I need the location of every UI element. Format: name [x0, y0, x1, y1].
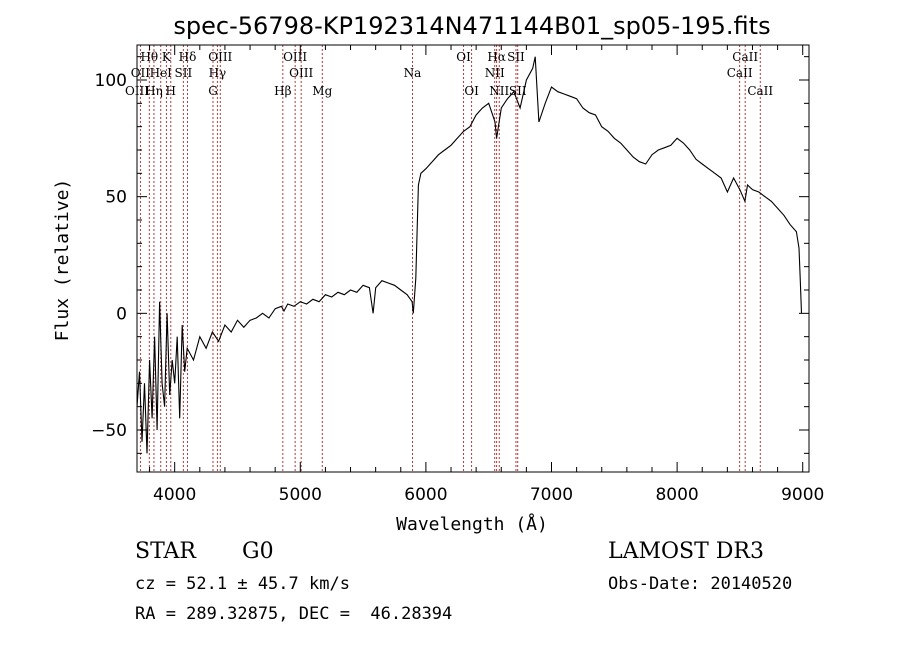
spectral-line-label: Hβ: [274, 84, 291, 98]
x-tick-label: 4000: [153, 485, 196, 505]
y-tick-label: 100: [95, 71, 127, 91]
plot-frame: [136, 44, 810, 473]
x-tick-label: 5000: [279, 485, 322, 505]
spectral-line-label: NII: [485, 66, 505, 80]
spectrum-line: [136, 56, 803, 454]
spectral-line-label: SII: [507, 50, 525, 64]
spectral-line-label: OIII: [283, 50, 307, 64]
y-axis-label: Flux (relative): [52, 179, 73, 342]
subclass: G0: [242, 539, 274, 564]
chart-title: spec-56798-KP192314N471144B01_sp05-195.f…: [173, 12, 770, 40]
spectral-line-label: SII: [509, 84, 527, 98]
x-axis-label: Wavelength (Å): [396, 513, 548, 535]
spectral-line-label: Hα: [487, 50, 506, 64]
spectral-line-label: NII: [489, 84, 509, 98]
spectral-line-label: OIII: [289, 66, 313, 80]
redshift-velocity: cz = 52.1 ± 45.7 km/s: [135, 574, 350, 594]
spectral-line-label: CaII: [732, 50, 758, 64]
spectral-line-label: Hγ: [209, 66, 227, 80]
spectral-line-label: K: [162, 50, 172, 64]
spectral-line-label: OI: [456, 50, 471, 64]
x-tick-label: 9000: [781, 485, 824, 505]
spectral-line-label: CaII: [747, 84, 773, 98]
spectral-line-label: OII: [131, 66, 151, 80]
coordinates: RA = 289.32875, DEC = 46.28394: [135, 604, 453, 624]
spectral-line-markers: [136, 45, 761, 472]
spectral-line-label: Hδ: [179, 50, 197, 64]
spectral-line-label: Hθ: [140, 50, 158, 64]
object-type: STAR: [135, 539, 196, 564]
x-tick-label: 6000: [404, 485, 447, 505]
spectral-line-label: Mg: [312, 84, 332, 98]
x-axis-ticks: 4000 5000 6000 7000 8000 9000: [149, 45, 824, 505]
x-tick-label: 7000: [530, 485, 573, 505]
y-tick-label: 50: [105, 188, 127, 208]
x-tick-label: 8000: [655, 485, 698, 505]
spectral-line-label: CaII: [727, 66, 753, 80]
spectral-line-label: Hη: [145, 84, 163, 98]
y-tick-label: 0: [116, 304, 127, 324]
spectral-line-label: G: [208, 84, 218, 98]
y-axis-ticks: −50 0 50 100: [91, 56, 809, 454]
observation-date: Obs-Date: 20140520: [608, 574, 793, 594]
spectral-line-label: SII: [174, 66, 192, 80]
survey-name: LAMOST DR3: [608, 539, 764, 564]
y-tick-label: −50: [91, 421, 127, 441]
spectral-line-label: HeI: [150, 66, 173, 80]
spectral-line-label: Na: [404, 66, 422, 80]
spectral-line-label: H: [166, 84, 176, 98]
spectral-line-label: OI: [464, 84, 479, 98]
spectral-line-label: OIII: [208, 50, 232, 64]
